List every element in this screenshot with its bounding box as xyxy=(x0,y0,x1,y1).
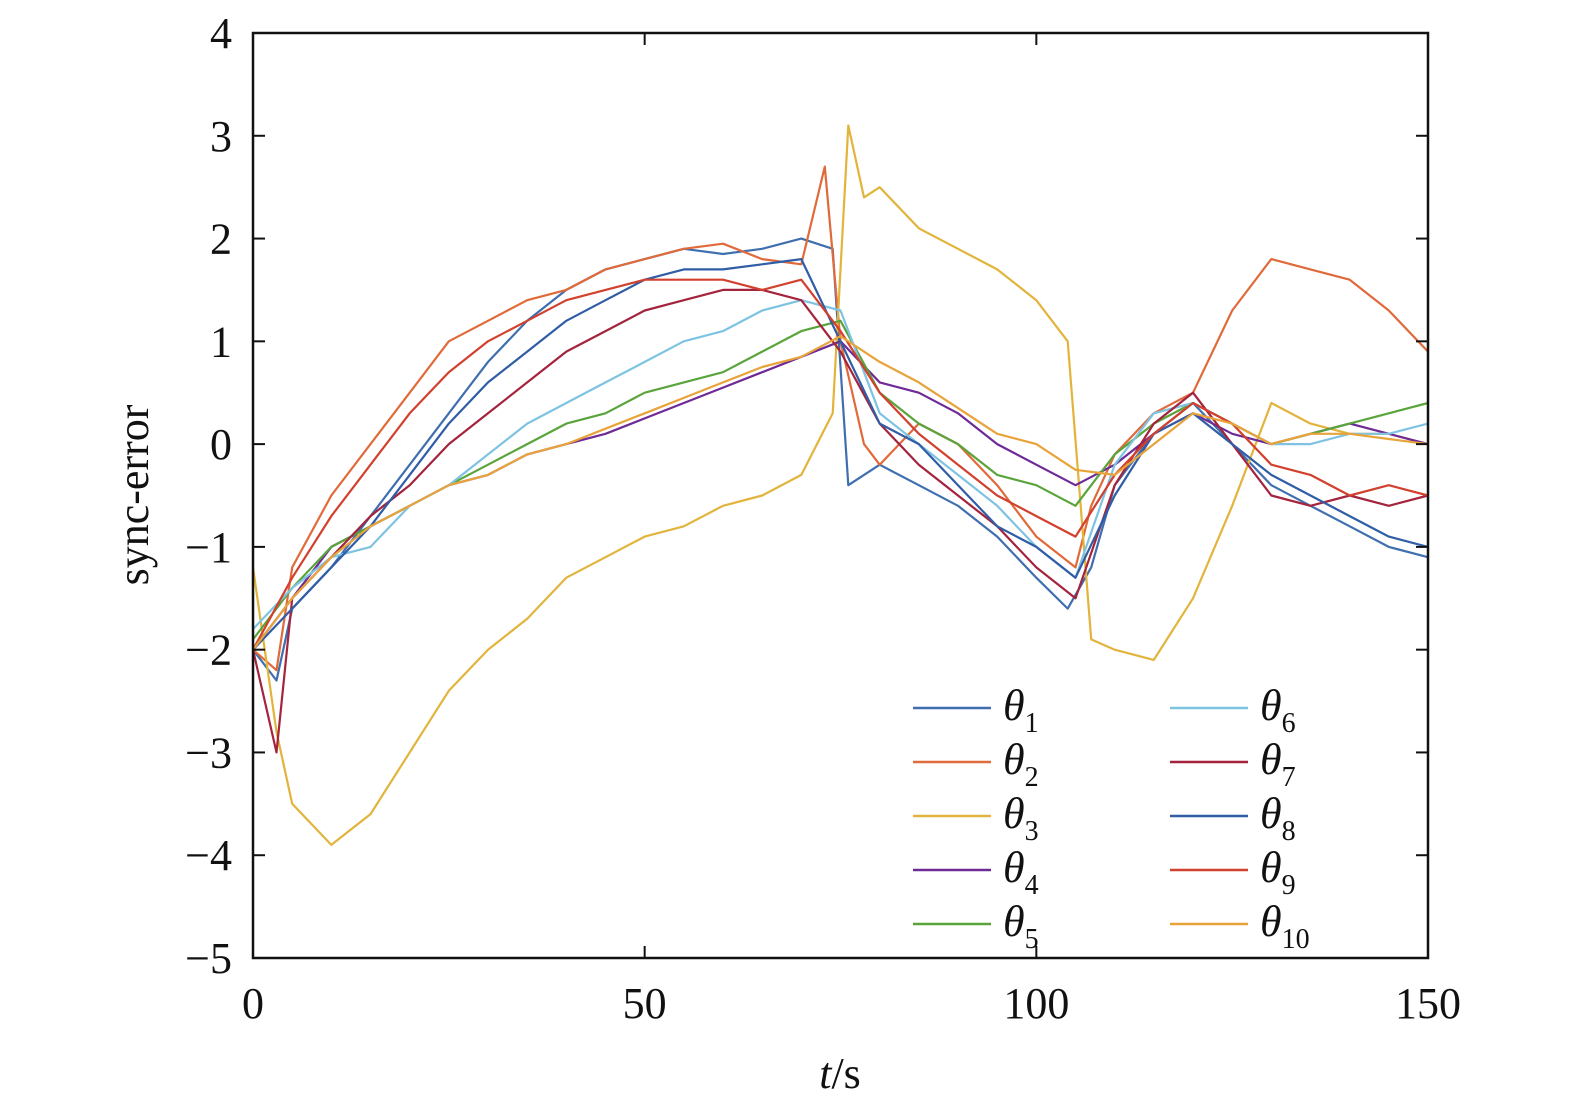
x-tick-label: 100 xyxy=(1003,979,1069,1028)
x-tick-label: 0 xyxy=(242,979,264,1028)
plot-frame xyxy=(251,31,1430,960)
legend-label: θ6 xyxy=(1260,681,1296,739)
legend-label: θ4 xyxy=(1003,843,1039,901)
legend-label: θ10 xyxy=(1260,897,1310,955)
legend-label: θ9 xyxy=(1260,843,1296,901)
y-tick-label: −2 xyxy=(185,626,232,675)
series-line-7 xyxy=(251,288,1429,754)
x-tick-label: 50 xyxy=(623,979,667,1028)
legend-label: θ7 xyxy=(1260,735,1296,793)
legend-label: θ1 xyxy=(1003,681,1039,739)
x-tick-label: 150 xyxy=(1395,979,1461,1028)
x-axis-label: t/s xyxy=(819,1049,861,1098)
y-tick-label: −5 xyxy=(185,934,232,983)
y-tick-label: −4 xyxy=(185,831,232,880)
y-tick-label: 1 xyxy=(210,317,232,366)
y-tick-label: 4 xyxy=(210,9,232,58)
legend-label: θ2 xyxy=(1003,735,1039,793)
y-axis-label: sync-error xyxy=(109,404,158,585)
y-tick-label: 3 xyxy=(210,112,232,161)
series-line-3 xyxy=(251,124,1429,847)
y-tick-label: −3 xyxy=(185,728,232,777)
y-tick-label: 2 xyxy=(210,215,232,264)
series-lines xyxy=(251,124,1429,847)
series-line-10 xyxy=(252,335,1429,651)
y-tick-label: −1 xyxy=(185,523,232,572)
legend-label: θ8 xyxy=(1260,789,1296,847)
y-tick-label: 0 xyxy=(210,420,232,469)
legend-label: θ5 xyxy=(1003,897,1039,955)
series-line-8 xyxy=(252,258,1429,651)
legend-label: θ3 xyxy=(1003,789,1039,847)
series-line-2 xyxy=(252,165,1429,672)
axis-ticks: 0 50 100 150 4 3 2 1 0 −1 −2 −3 −4 −5 xyxy=(185,9,1461,1028)
